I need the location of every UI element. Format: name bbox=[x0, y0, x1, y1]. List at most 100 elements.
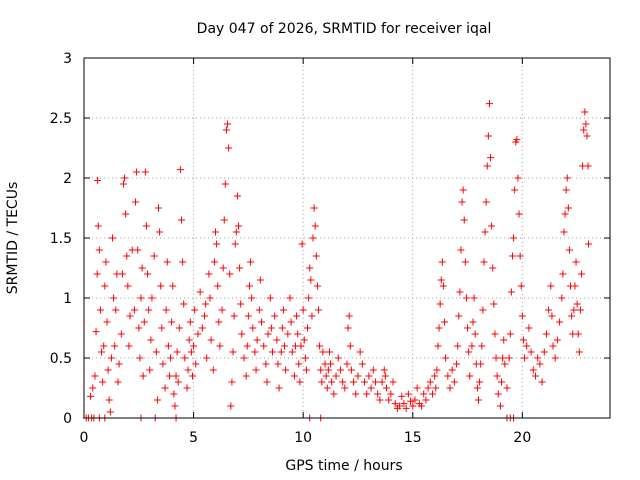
data-point bbox=[432, 384, 440, 392]
data-point bbox=[157, 282, 165, 290]
data-point bbox=[420, 390, 428, 398]
data-point bbox=[147, 336, 155, 344]
data-point bbox=[376, 396, 384, 404]
data-point bbox=[278, 324, 286, 332]
data-point bbox=[242, 372, 250, 380]
data-point bbox=[255, 306, 263, 314]
data-point bbox=[108, 234, 116, 242]
data-point bbox=[137, 294, 145, 302]
data-point bbox=[198, 324, 206, 332]
data-point bbox=[240, 354, 248, 362]
data-point bbox=[444, 372, 452, 380]
data-point bbox=[404, 390, 412, 398]
data-point bbox=[571, 282, 579, 290]
data-point bbox=[224, 120, 232, 128]
data-point bbox=[575, 348, 583, 356]
data-point bbox=[581, 108, 589, 116]
data-point bbox=[220, 216, 228, 224]
x-tick-label: 15 bbox=[404, 430, 422, 446]
data-point bbox=[576, 306, 584, 314]
y-axis-label: SRMTID / TECUs bbox=[5, 182, 21, 295]
data-point bbox=[175, 324, 183, 332]
data-point bbox=[381, 372, 389, 380]
data-point bbox=[271, 312, 279, 320]
data-point bbox=[462, 294, 470, 302]
data-point bbox=[302, 366, 310, 374]
data-point bbox=[514, 174, 522, 182]
data-point bbox=[517, 282, 525, 290]
data-point bbox=[319, 348, 327, 356]
data-point bbox=[345, 312, 353, 320]
data-point bbox=[201, 312, 209, 320]
data-point bbox=[540, 348, 548, 356]
axis-ticks: 0 0.5 1 1.5 2 2.5 3 0 5 10 15 20 bbox=[50, 51, 610, 446]
data-point bbox=[525, 324, 533, 332]
data-point bbox=[286, 294, 294, 302]
data-point bbox=[99, 378, 107, 386]
data-point bbox=[487, 154, 495, 162]
data-point bbox=[146, 366, 154, 374]
data-point bbox=[210, 258, 218, 266]
y-tick-label: 1 bbox=[63, 291, 72, 307]
data-point bbox=[159, 360, 167, 368]
data-point bbox=[336, 366, 344, 374]
data-point bbox=[527, 348, 535, 356]
data-point bbox=[478, 342, 486, 350]
data-point bbox=[529, 366, 537, 374]
data-point bbox=[284, 330, 292, 338]
data-point bbox=[148, 294, 156, 302]
data-point bbox=[538, 378, 546, 386]
data-point bbox=[325, 348, 333, 356]
data-point bbox=[260, 342, 268, 350]
data-point bbox=[191, 306, 199, 314]
data-point bbox=[361, 378, 369, 386]
y-tick-label: 0.5 bbox=[50, 351, 72, 367]
data-point bbox=[506, 330, 514, 338]
chart-title: Day 047 of 2026, SRMTID for receiver iqa… bbox=[197, 21, 492, 37]
data-point bbox=[313, 282, 321, 290]
data-point bbox=[227, 402, 235, 410]
data-point bbox=[167, 354, 175, 362]
data-point bbox=[258, 318, 266, 326]
data-point bbox=[91, 372, 99, 380]
data-point bbox=[293, 312, 301, 320]
data-point bbox=[188, 372, 196, 380]
data-point bbox=[484, 132, 492, 140]
data-point bbox=[380, 366, 388, 374]
data-point bbox=[330, 390, 338, 398]
data-point bbox=[556, 318, 564, 326]
data-point bbox=[101, 282, 109, 290]
data-point bbox=[139, 372, 147, 380]
data-point bbox=[479, 306, 487, 314]
data-point bbox=[387, 390, 395, 398]
data-point bbox=[136, 354, 144, 362]
x-tick-label: 10 bbox=[294, 430, 312, 446]
data-point bbox=[141, 168, 149, 176]
data-point bbox=[327, 360, 335, 368]
data-point bbox=[95, 246, 103, 254]
data-point bbox=[505, 354, 513, 362]
data-point bbox=[454, 342, 462, 350]
data-point bbox=[391, 400, 399, 408]
data-point bbox=[334, 354, 342, 362]
data-point bbox=[304, 324, 312, 332]
data-point bbox=[510, 234, 518, 242]
data-point bbox=[140, 318, 148, 326]
data-point bbox=[343, 360, 351, 368]
data-point bbox=[446, 384, 454, 392]
data-point bbox=[115, 360, 123, 368]
data-point bbox=[466, 372, 474, 380]
data-point bbox=[476, 378, 484, 386]
data-point bbox=[480, 258, 488, 266]
data-point bbox=[247, 258, 255, 266]
data-point bbox=[235, 222, 243, 230]
data-point bbox=[560, 228, 568, 236]
data-point bbox=[244, 312, 252, 320]
y-tick-label: 1.5 bbox=[50, 231, 72, 247]
data-point bbox=[94, 222, 102, 230]
data-point bbox=[580, 126, 588, 134]
x-tick-label: 5 bbox=[189, 430, 198, 446]
data-point bbox=[277, 348, 285, 356]
data-point bbox=[450, 378, 458, 386]
data-point bbox=[477, 360, 485, 368]
